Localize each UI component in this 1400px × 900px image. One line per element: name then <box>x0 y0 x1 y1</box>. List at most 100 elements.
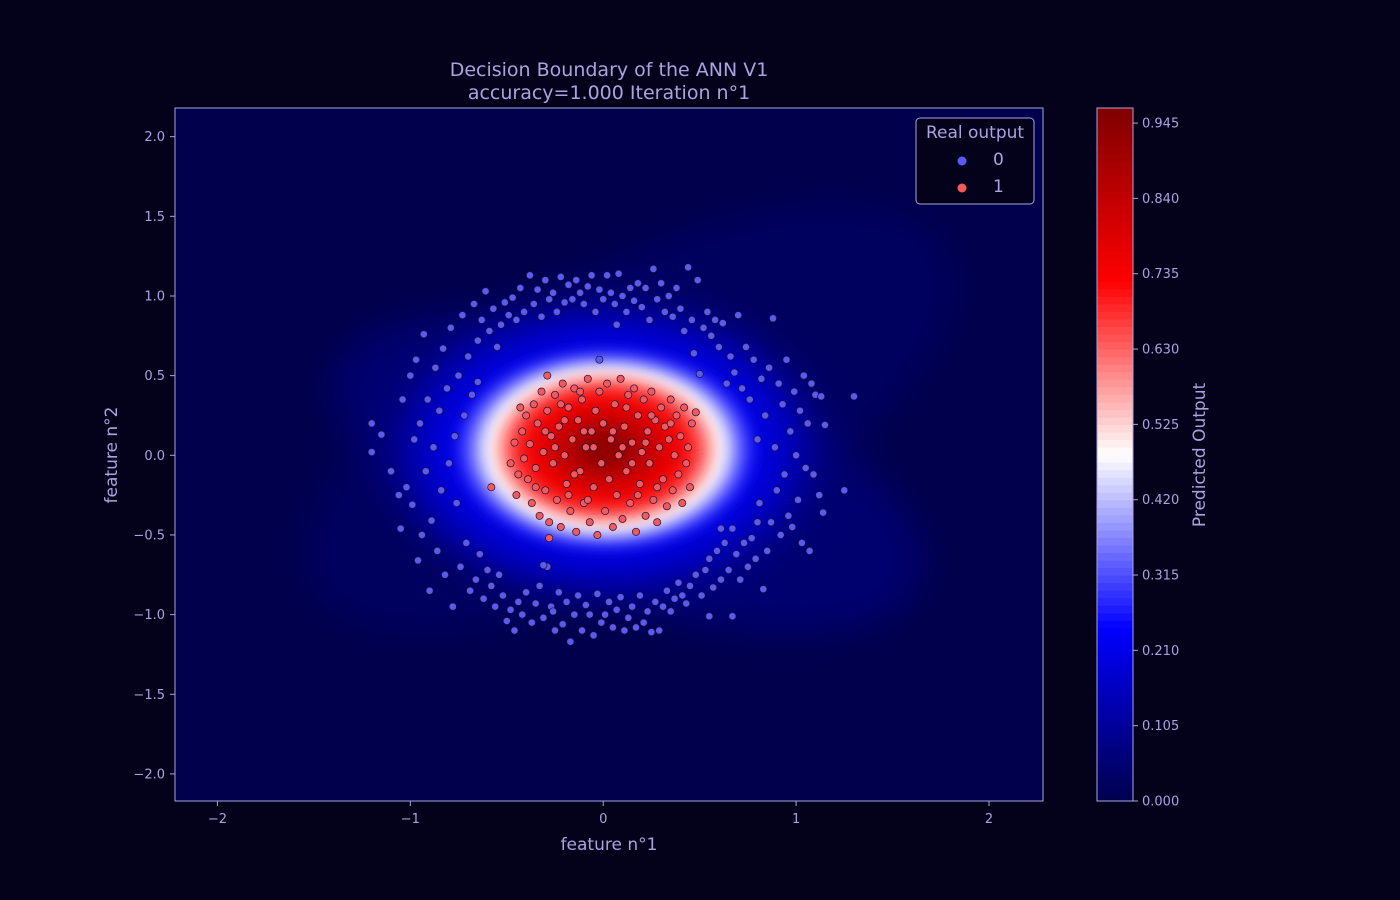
colorbar-band <box>1097 439 1133 448</box>
data-point-class-0 <box>475 550 484 559</box>
data-point-class-1 <box>628 438 637 447</box>
data-point-class-1 <box>531 483 540 492</box>
chart-title: Decision Boundary of the ANN V1 <box>450 59 769 81</box>
data-point-class-1 <box>587 427 596 436</box>
data-point-class-1 <box>628 459 637 468</box>
colorbar-band <box>1097 650 1133 659</box>
data-point-class-0 <box>616 593 625 602</box>
colorbar-band <box>1097 333 1133 343</box>
data-point-class-0 <box>429 443 438 452</box>
data-point-class-0 <box>724 566 733 574</box>
colorbar-band <box>1097 394 1133 403</box>
data-point-class-1 <box>589 443 598 452</box>
data-point-class-1 <box>622 403 631 412</box>
colorbar-band <box>1097 755 1133 764</box>
data-point-class-0 <box>662 586 671 595</box>
data-point-class-0 <box>497 320 505 329</box>
colorbar-band <box>1097 145 1133 154</box>
colorbar-band <box>1097 763 1133 772</box>
data-point-class-1 <box>572 527 581 536</box>
x-tick-label: −2 <box>208 812 227 827</box>
y-axis: −2.0 −1.5 −1.0 −0.5 0.0 0.5 1.0 1.5 2.0 <box>133 130 175 782</box>
data-point-class-0 <box>796 406 804 415</box>
data-point-class-1 <box>522 411 531 420</box>
data-point-class-0 <box>572 276 581 285</box>
data-point-class-0 <box>817 392 826 401</box>
colorbar-band <box>1097 537 1133 546</box>
legend-marker-0 <box>957 156 967 166</box>
data-point-class-0 <box>504 311 513 320</box>
colorbar-band <box>1097 635 1133 644</box>
data-point-class-0 <box>776 531 785 539</box>
data-point-class-0 <box>788 523 797 531</box>
legend-title: Real output <box>926 123 1024 143</box>
data-point-class-0 <box>821 421 829 429</box>
data-point-class-0 <box>676 304 685 313</box>
colorbar-band <box>1097 311 1133 320</box>
legend-label-0: 0 <box>993 150 1004 170</box>
data-point-class-0 <box>520 307 529 316</box>
data-point-class-0 <box>755 499 764 508</box>
data-point-class-0 <box>605 597 613 606</box>
data-point-class-1 <box>666 419 675 428</box>
legend-label-1: 1 <box>993 177 1004 197</box>
y-tick-label: 0.0 <box>144 449 165 464</box>
colorbar-band <box>1097 130 1133 139</box>
data-point-class-0 <box>406 371 415 380</box>
data-point-class-0 <box>807 379 816 388</box>
data-point-class-0 <box>443 384 451 393</box>
data-point-class-1 <box>622 467 631 476</box>
colorbar-label: Predicted Output <box>1190 383 1210 528</box>
colorbar-band <box>1097 431 1133 441</box>
data-point-class-0 <box>722 379 731 388</box>
data-point-class-0 <box>674 578 683 587</box>
y-tick-label: 0.5 <box>144 369 165 384</box>
data-point-class-0 <box>402 483 411 492</box>
data-point-class-0 <box>666 607 675 616</box>
colorbar-band <box>1097 544 1133 554</box>
colorbar: 0.000 0.105 0.210 0.315 0.420 0.525 0.630 0.735… <box>1096 107 1210 810</box>
data-point-class-0 <box>464 352 473 361</box>
data-point-class-1 <box>543 371 552 380</box>
data-point-class-0 <box>481 287 490 296</box>
data-point-class-0 <box>734 311 743 320</box>
x-tick-label: 1 <box>792 812 800 827</box>
colorbar-band <box>1097 665 1133 674</box>
data-point-class-0 <box>493 343 502 351</box>
data-point-class-1 <box>674 470 683 479</box>
colorbar-band <box>1097 108 1133 117</box>
data-point-class-0 <box>742 343 750 351</box>
colorbar-band <box>1097 499 1133 508</box>
data-point-class-0 <box>558 620 567 629</box>
data-point-class-0 <box>714 343 723 351</box>
data-point-class-1 <box>570 470 579 479</box>
data-point-class-0 <box>591 307 600 316</box>
data-point-class-1 <box>514 470 523 479</box>
colorbar-band <box>1097 371 1133 380</box>
data-point-class-0 <box>435 406 444 415</box>
data-point-class-1 <box>624 390 633 399</box>
colorbar-band <box>1097 175 1133 184</box>
data-point-class-0 <box>367 419 376 428</box>
data-point-class-0 <box>622 307 631 316</box>
colorbar-band <box>1097 205 1133 215</box>
data-point-class-0 <box>649 264 658 273</box>
data-point-class-0 <box>799 371 808 380</box>
data-point-class-0 <box>417 531 426 539</box>
colorbar-band <box>1097 153 1133 162</box>
data-point-class-0 <box>749 355 758 364</box>
data-point-class-1 <box>529 400 538 409</box>
y-tick-label: −1.5 <box>133 688 165 703</box>
colorbar-band <box>1097 356 1133 365</box>
data-point-class-0 <box>479 594 488 603</box>
data-point-class-0 <box>566 637 575 646</box>
data-point-class-0 <box>684 263 693 272</box>
data-point-class-1 <box>562 480 571 488</box>
data-point-class-1 <box>612 491 621 500</box>
data-point-class-1 <box>614 451 623 460</box>
legend-marker-1 <box>957 183 967 193</box>
colorbar-band <box>1097 236 1133 245</box>
colorbar-band <box>1097 529 1133 538</box>
data-point-class-1 <box>608 523 617 531</box>
data-point-class-1 <box>659 475 667 484</box>
